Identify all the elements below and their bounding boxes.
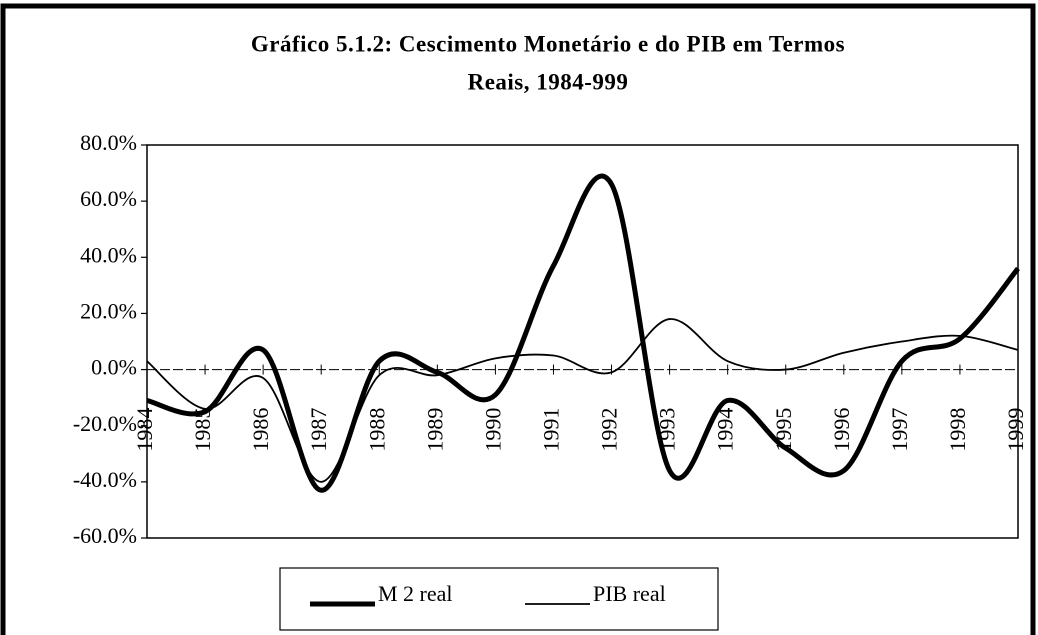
x-tick-label: 1988 xyxy=(364,408,389,452)
y-tick-label: 80.0% xyxy=(80,130,137,155)
x-tick-label: 1996 xyxy=(829,408,854,452)
x-tick-label: 1991 xyxy=(539,408,564,452)
legend-label: M 2 real xyxy=(378,581,453,606)
x-tick-label: 1998 xyxy=(945,408,970,452)
x-tick-label: 1986 xyxy=(248,408,273,452)
chart-title: Reais, 1984-999 xyxy=(468,69,629,94)
y-tick-label: -40.0% xyxy=(73,467,137,492)
x-tick-label: 1987 xyxy=(306,408,331,452)
x-tick-label: 1989 xyxy=(422,408,447,452)
x-tick-label: 1984 xyxy=(132,408,157,452)
frame xyxy=(0,3,1036,635)
x-tick-label: 1999 xyxy=(1003,408,1028,452)
y-tick-label: 0.0% xyxy=(91,355,137,380)
chart-title: Gráfico 5.1.2: Cescimento Monetário e do… xyxy=(251,31,845,56)
y-tick-label: 40.0% xyxy=(80,242,137,267)
x-tick-label: 1997 xyxy=(887,408,912,452)
y-tick-label: 20.0% xyxy=(80,298,137,323)
x-tick-label: 1990 xyxy=(480,408,505,452)
series-line xyxy=(146,173,1020,493)
y-tick-label: -60.0% xyxy=(73,523,137,548)
series-line xyxy=(146,318,1019,483)
y-tick-label: -20.0% xyxy=(73,411,137,436)
legend xyxy=(279,567,719,631)
y-tick-label: 60.0% xyxy=(80,186,137,211)
plot-area xyxy=(146,144,1019,539)
legend-label: PIB real xyxy=(593,581,666,606)
x-tick-label: 1992 xyxy=(597,408,622,452)
